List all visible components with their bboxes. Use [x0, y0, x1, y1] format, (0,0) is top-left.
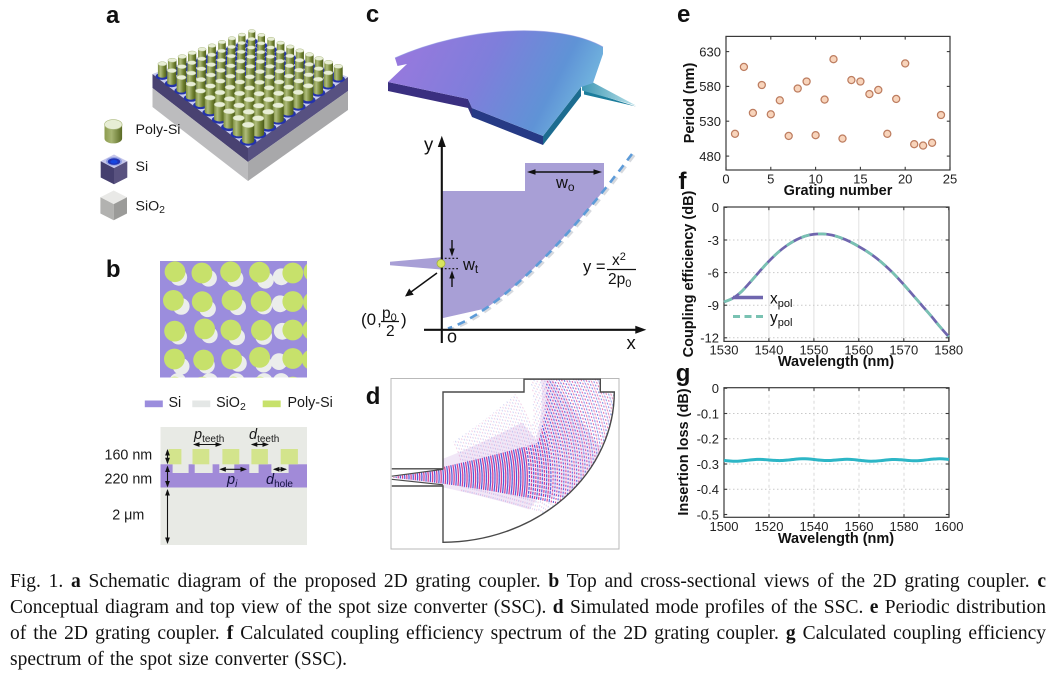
svg-text:y =: y =	[583, 258, 605, 276]
svg-text:SiO2: SiO2	[216, 395, 246, 413]
svg-text:220 nm: 220 nm	[105, 471, 153, 487]
svg-text:1550: 1550	[799, 343, 828, 358]
svg-text:1500: 1500	[710, 519, 739, 534]
svg-text:Wavelength (nm): Wavelength (nm)	[778, 531, 894, 547]
svg-text:-12: -12	[700, 331, 719, 346]
svg-text:5: 5	[767, 172, 774, 187]
svg-text:0: 0	[712, 200, 719, 215]
svg-text:-0.1: -0.1	[697, 406, 719, 421]
svg-text:160 nm: 160 nm	[105, 447, 153, 463]
svg-text:1580: 1580	[934, 343, 963, 358]
svg-text:1540: 1540	[754, 343, 783, 358]
svg-text:-0.4: -0.4	[697, 482, 719, 497]
svg-text:Insertion loss (dB): Insertion loss (dB)	[676, 388, 692, 515]
svg-text:ypol: ypol	[770, 310, 792, 330]
svg-text:1520: 1520	[755, 519, 784, 534]
svg-text:Si: Si	[169, 395, 182, 411]
svg-text:-0.5: -0.5	[697, 507, 719, 522]
svg-text:x2: x2	[612, 251, 626, 269]
svg-text:): )	[401, 310, 407, 329]
svg-text:-9: -9	[707, 298, 719, 313]
svg-text:Poly-Si: Poly-Si	[288, 395, 333, 411]
svg-text:0: 0	[712, 381, 719, 396]
svg-text:xpol: xpol	[770, 291, 792, 311]
svg-text:1540: 1540	[800, 519, 829, 534]
svg-text:480: 480	[699, 149, 721, 164]
svg-text:10: 10	[808, 172, 822, 187]
svg-text:1580: 1580	[890, 519, 919, 534]
svg-text:(0,: (0,	[361, 310, 382, 329]
svg-text:x: x	[627, 332, 637, 353]
svg-text:wt: wt	[462, 256, 479, 276]
svg-text:1600: 1600	[935, 519, 964, 534]
svg-text:Period (nm): Period (nm)	[682, 63, 698, 144]
svg-text:Wavelength (nm): Wavelength (nm)	[778, 354, 894, 370]
svg-text:o: o	[447, 327, 457, 347]
svg-text:15: 15	[853, 172, 867, 187]
svg-text:Coupling efficiency (dB): Coupling efficiency (dB)	[681, 190, 697, 357]
svg-text:2: 2	[386, 323, 395, 340]
svg-text:630: 630	[699, 44, 721, 59]
svg-text:0: 0	[722, 172, 729, 187]
svg-text:1560: 1560	[844, 343, 873, 358]
svg-text:pi: pi	[226, 472, 238, 490]
svg-text:y: y	[424, 134, 434, 155]
svg-text:580: 580	[699, 79, 721, 94]
svg-text:2p0: 2p0	[608, 271, 631, 290]
svg-text:-0.3: -0.3	[697, 457, 719, 472]
svg-text:Si: Si	[136, 159, 149, 175]
svg-text:25: 25	[943, 172, 957, 187]
svg-text:-0.2: -0.2	[697, 432, 719, 447]
svg-text:SiO2: SiO2	[136, 199, 166, 217]
svg-text:1570: 1570	[889, 343, 918, 358]
svg-text:1560: 1560	[845, 519, 874, 534]
svg-text:1530: 1530	[710, 343, 739, 358]
svg-text:Grating number: Grating number	[784, 183, 893, 199]
svg-text:2 μm: 2 μm	[112, 508, 144, 524]
svg-text:20: 20	[898, 172, 912, 187]
svg-text:-3: -3	[707, 233, 719, 248]
svg-text:530: 530	[699, 114, 721, 129]
svg-text:-6: -6	[707, 265, 719, 280]
svg-text:Poly-Si: Poly-Si	[136, 122, 181, 138]
